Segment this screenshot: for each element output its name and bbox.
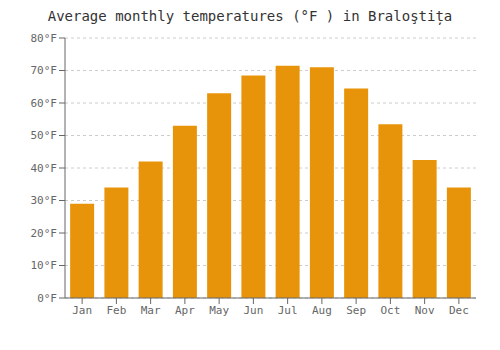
svg-text:0°F: 0°F — [37, 292, 57, 305]
svg-text:40°F: 40°F — [31, 162, 58, 175]
svg-text:60°F: 60°F — [31, 97, 58, 110]
svg-text:May: May — [209, 304, 229, 317]
svg-text:Mar: Mar — [141, 304, 161, 317]
svg-text:Nov: Nov — [415, 304, 435, 317]
svg-text:Aug: Aug — [312, 304, 332, 317]
svg-text:70°F: 70°F — [31, 64, 58, 77]
svg-text:Sep: Sep — [346, 304, 366, 317]
svg-text:Oct: Oct — [380, 304, 400, 317]
svg-text:Jul: Jul — [278, 304, 298, 317]
svg-text:Apr: Apr — [175, 304, 195, 317]
svg-text:10°F: 10°F — [31, 259, 58, 272]
svg-text:50°F: 50°F — [31, 129, 58, 142]
svg-text:Feb: Feb — [106, 304, 126, 317]
svg-text:Jun: Jun — [243, 304, 263, 317]
svg-text:30°F: 30°F — [31, 194, 58, 207]
svg-text:Jan: Jan — [72, 304, 92, 317]
svg-text:Dec: Dec — [449, 304, 469, 317]
svg-text:80°F: 80°F — [31, 32, 58, 45]
svg-text:20°F: 20°F — [31, 227, 58, 240]
html-text:Average monthly temperatures (: Average monthly temperatures (°F ) in Br… — [47, 8, 453, 24]
